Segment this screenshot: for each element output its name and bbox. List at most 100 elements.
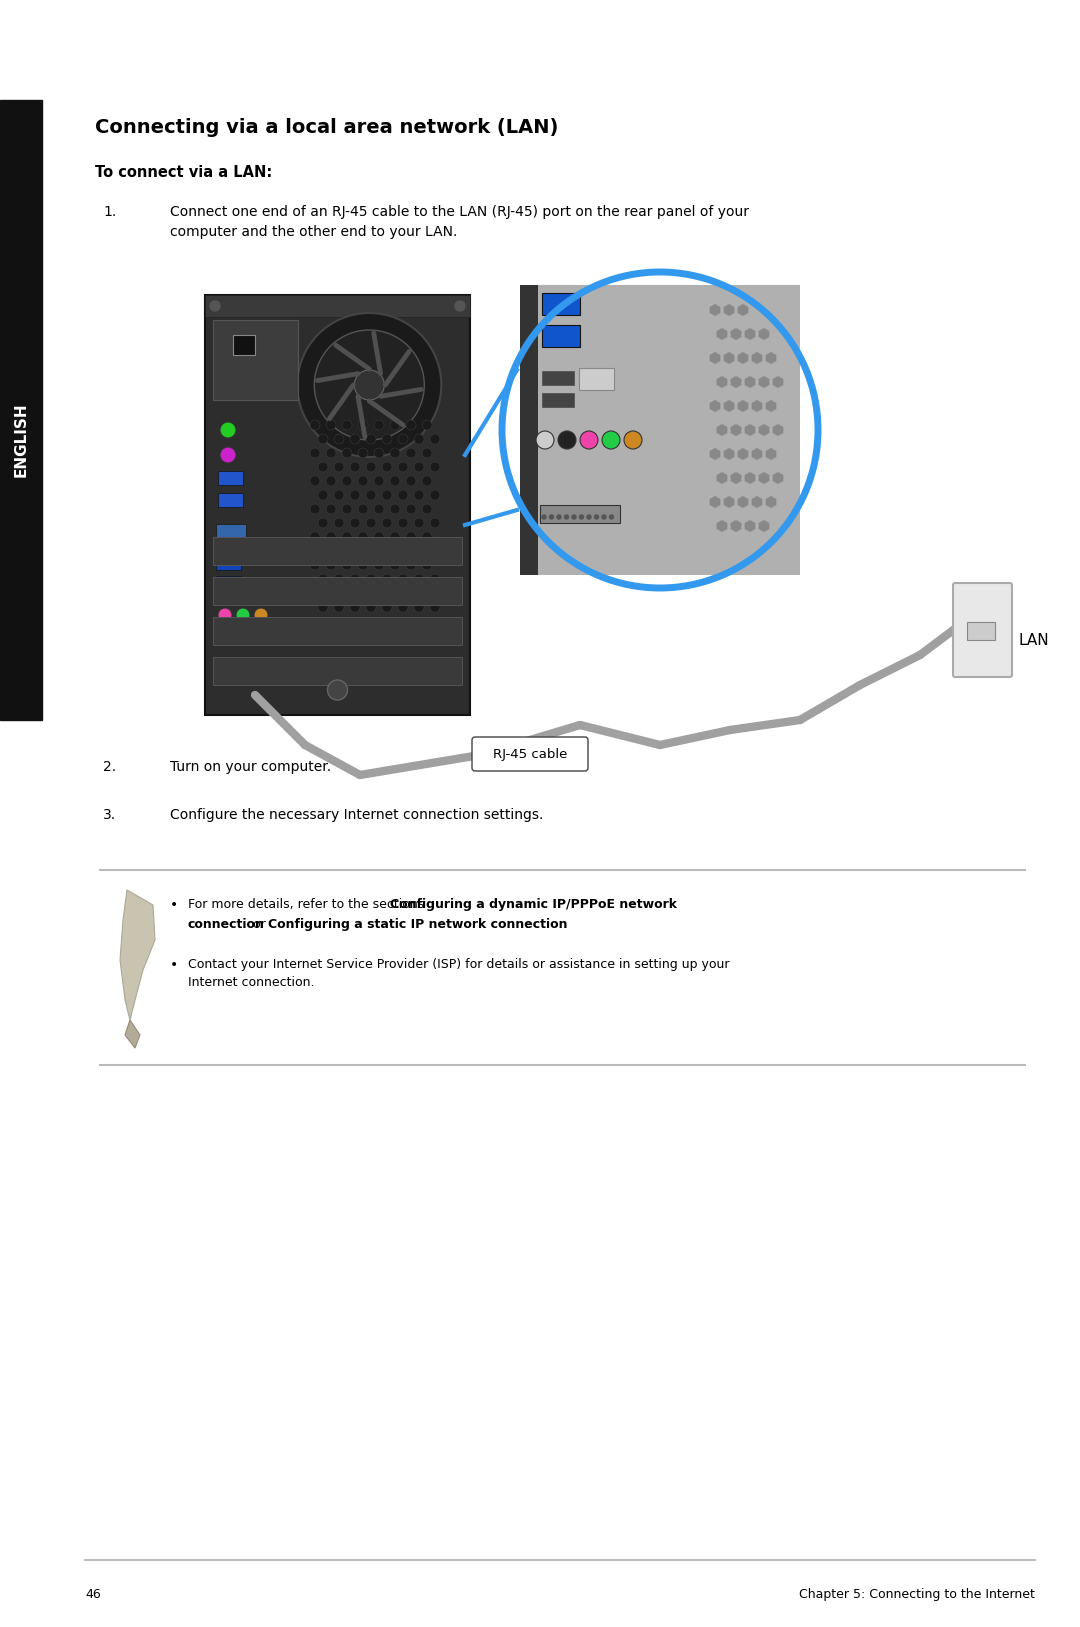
Circle shape bbox=[572, 516, 576, 519]
Circle shape bbox=[430, 517, 440, 529]
Circle shape bbox=[422, 532, 432, 542]
Circle shape bbox=[354, 369, 384, 400]
Circle shape bbox=[406, 587, 416, 599]
Text: Configuring a static IP network connection: Configuring a static IP network connecti… bbox=[268, 918, 568, 931]
Circle shape bbox=[254, 608, 268, 622]
Circle shape bbox=[342, 560, 352, 569]
Circle shape bbox=[382, 574, 392, 584]
Circle shape bbox=[382, 462, 392, 472]
Circle shape bbox=[310, 560, 320, 569]
Circle shape bbox=[310, 504, 320, 514]
Circle shape bbox=[414, 574, 424, 584]
Circle shape bbox=[342, 587, 352, 599]
Circle shape bbox=[602, 431, 620, 449]
Circle shape bbox=[310, 447, 320, 457]
Circle shape bbox=[430, 462, 440, 472]
Circle shape bbox=[374, 560, 384, 569]
Circle shape bbox=[414, 602, 424, 612]
Text: •: • bbox=[170, 898, 178, 913]
Circle shape bbox=[430, 602, 440, 612]
Circle shape bbox=[357, 560, 368, 569]
Circle shape bbox=[366, 490, 376, 499]
Circle shape bbox=[390, 504, 400, 514]
Polygon shape bbox=[125, 1020, 140, 1048]
Circle shape bbox=[430, 547, 440, 556]
Circle shape bbox=[406, 447, 416, 457]
Circle shape bbox=[310, 532, 320, 542]
Circle shape bbox=[210, 301, 220, 311]
Circle shape bbox=[357, 447, 368, 457]
Text: Chapter 5: Connecting to the Internet: Chapter 5: Connecting to the Internet bbox=[799, 1588, 1035, 1601]
Circle shape bbox=[366, 602, 376, 612]
Circle shape bbox=[557, 516, 561, 519]
Circle shape bbox=[342, 532, 352, 542]
Text: Connect one end of an RJ-45 cable to the LAN (RJ-45) port on the rear panel of y: Connect one end of an RJ-45 cable to the… bbox=[170, 205, 750, 239]
Circle shape bbox=[565, 516, 568, 519]
Circle shape bbox=[357, 420, 368, 430]
Circle shape bbox=[297, 312, 442, 457]
Circle shape bbox=[334, 602, 345, 612]
Circle shape bbox=[334, 517, 345, 529]
Circle shape bbox=[406, 560, 416, 569]
Text: 3.: 3. bbox=[103, 809, 117, 822]
Circle shape bbox=[326, 420, 336, 430]
Circle shape bbox=[374, 587, 384, 599]
Circle shape bbox=[374, 532, 384, 542]
Circle shape bbox=[624, 431, 642, 449]
Bar bbox=[0, 99, 42, 721]
Bar bbox=[233, 335, 255, 355]
Circle shape bbox=[390, 420, 400, 430]
Circle shape bbox=[390, 587, 400, 599]
Circle shape bbox=[237, 608, 249, 622]
Circle shape bbox=[382, 490, 392, 499]
Bar bbox=[542, 371, 573, 386]
Bar bbox=[213, 578, 462, 605]
FancyBboxPatch shape bbox=[953, 582, 1012, 677]
Circle shape bbox=[318, 434, 328, 444]
Circle shape bbox=[310, 477, 320, 486]
Circle shape bbox=[536, 431, 554, 449]
Text: LAN: LAN bbox=[1018, 633, 1049, 648]
Circle shape bbox=[310, 587, 320, 599]
Circle shape bbox=[399, 462, 408, 472]
Circle shape bbox=[422, 504, 432, 514]
Circle shape bbox=[414, 434, 424, 444]
Circle shape bbox=[350, 574, 360, 584]
Circle shape bbox=[588, 516, 591, 519]
Circle shape bbox=[318, 574, 328, 584]
Text: Configure the necessary Internet connection settings.: Configure the necessary Internet connect… bbox=[170, 809, 543, 822]
Circle shape bbox=[350, 517, 360, 529]
Text: 46: 46 bbox=[85, 1588, 100, 1601]
Circle shape bbox=[318, 602, 328, 612]
Circle shape bbox=[382, 517, 392, 529]
Bar bbox=[216, 524, 246, 540]
Circle shape bbox=[326, 587, 336, 599]
Circle shape bbox=[399, 517, 408, 529]
Circle shape bbox=[406, 504, 416, 514]
Circle shape bbox=[326, 447, 336, 457]
Circle shape bbox=[414, 490, 424, 499]
Bar bbox=[542, 325, 580, 347]
Circle shape bbox=[334, 574, 345, 584]
Circle shape bbox=[366, 434, 376, 444]
Bar bbox=[213, 321, 298, 400]
Circle shape bbox=[366, 517, 376, 529]
Text: Contact your Internet Service Provider (ISP) for details or assistance in settin: Contact your Internet Service Provider (… bbox=[188, 958, 729, 989]
Text: .: . bbox=[525, 918, 528, 931]
Bar bbox=[218, 470, 243, 485]
Circle shape bbox=[342, 447, 352, 457]
Circle shape bbox=[502, 272, 818, 587]
Bar bbox=[579, 368, 615, 390]
Circle shape bbox=[366, 462, 376, 472]
Circle shape bbox=[580, 431, 598, 449]
Circle shape bbox=[350, 434, 360, 444]
Circle shape bbox=[350, 602, 360, 612]
Circle shape bbox=[318, 462, 328, 472]
Circle shape bbox=[326, 532, 336, 542]
Circle shape bbox=[374, 477, 384, 486]
Circle shape bbox=[318, 517, 328, 529]
Circle shape bbox=[390, 532, 400, 542]
Text: 2.: 2. bbox=[103, 760, 117, 774]
Circle shape bbox=[382, 547, 392, 556]
Bar bbox=[213, 657, 462, 685]
